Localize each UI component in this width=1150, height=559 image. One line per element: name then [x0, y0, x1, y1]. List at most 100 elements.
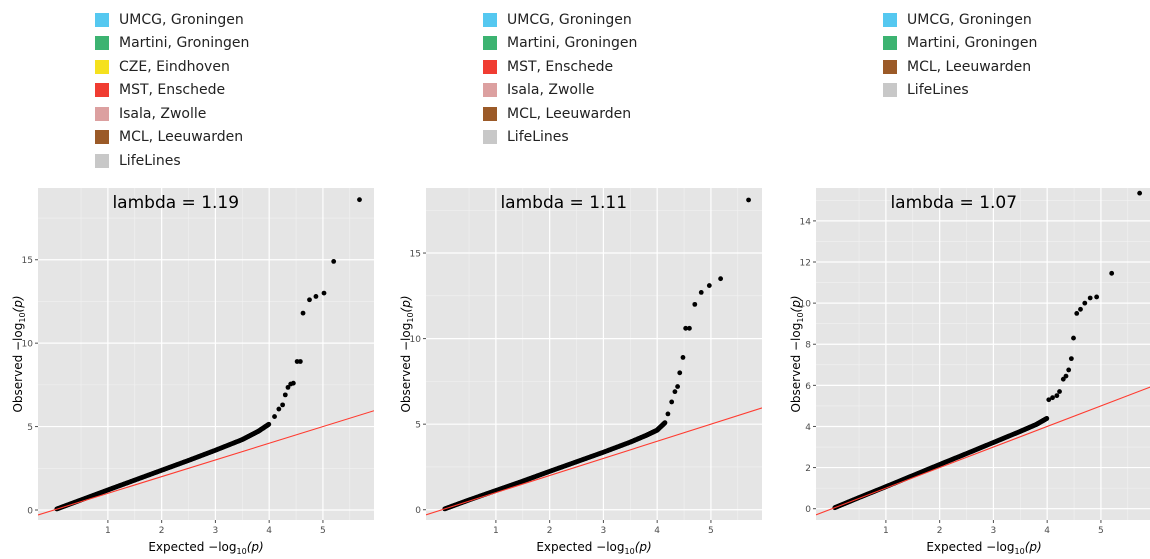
legend-swatch [95, 83, 109, 98]
x-axis-title: Expected −log10(p) [148, 540, 263, 556]
legend-label: Martini, Groningen [119, 35, 250, 52]
x-axis-title-p: (p) [635, 540, 652, 554]
x-tick-label: 2 [547, 526, 553, 536]
legend-swatch [883, 36, 897, 51]
data-point [1094, 294, 1100, 300]
y-axis-title-p: (p) [789, 295, 803, 312]
legend-label: LifeLines [507, 129, 569, 146]
data-point [683, 325, 689, 331]
legend-swatch [483, 36, 497, 51]
legend-label: Martini, Groningen [507, 35, 638, 52]
data-point [669, 399, 675, 405]
legend-label: Isala, Zwolle [507, 82, 595, 99]
data-point [692, 301, 698, 307]
x-axis-title-p: (p) [1025, 540, 1042, 554]
plot-background [426, 188, 762, 520]
x-axis-title-p: (p) [247, 540, 264, 554]
legend-label: UMCG, Groningen [119, 11, 244, 28]
data-point [1074, 310, 1080, 316]
legend-swatch [883, 59, 897, 74]
legend-item: Martini, Groningen [95, 32, 249, 56]
data-point [272, 414, 277, 419]
x-tick-label: 3 [991, 526, 997, 536]
y-tick-label: 10 [800, 300, 812, 310]
data-point [285, 384, 291, 390]
y-axis-title-word: Observed [399, 351, 413, 413]
data-point [1044, 416, 1050, 421]
data-point [662, 420, 668, 426]
legend-item: MCL, Leeuwarden [95, 126, 249, 150]
x-tick-label: 1 [493, 526, 499, 536]
y-tick-label: 5 [415, 421, 421, 431]
x-axis-title-word: Expected [148, 540, 208, 554]
y-tick-label: 15 [410, 250, 421, 260]
legend-item: Isala, Zwolle [483, 79, 637, 103]
legend-label: LifeLines [907, 82, 969, 99]
data-point [307, 297, 312, 303]
data-point [1137, 190, 1143, 196]
x-tick-label: 4 [266, 526, 272, 536]
legend-swatch [95, 153, 109, 168]
lambda-annotation: lambda = 1.07 [890, 193, 1017, 213]
legend-label: Martini, Groningen [907, 35, 1038, 52]
data-point [357, 197, 362, 203]
y-tick-label: 12 [800, 259, 811, 269]
legend-item: Martini, Groningen [483, 32, 637, 56]
legend-swatch [883, 12, 897, 27]
data-point [1078, 306, 1083, 312]
qq-panel-2: UMCG, Groningen Martini, Groningen MST, En… [388, 0, 771, 559]
y-axis-title-neglog: −log [399, 323, 413, 351]
legend-label: MCL, Leeuwarden [119, 129, 244, 146]
data-point [680, 355, 686, 360]
legend-item: UMCG, Groningen [483, 8, 637, 32]
legend-swatch [483, 106, 497, 121]
data-point [266, 421, 272, 427]
y-axis-title-sub: 10 [406, 312, 415, 322]
x-axis-title-sub: 10 [625, 547, 635, 556]
y-tick-label: 14 [800, 217, 812, 227]
legend-item: UMCG, Groningen [95, 8, 249, 32]
data-point [1050, 395, 1055, 401]
data-point [313, 294, 319, 299]
x-axis-title: Expected −log10(p) [536, 540, 651, 556]
legend-label: MST, Enschede [119, 82, 226, 99]
x-axis-title: Expected −log10(p) [926, 540, 1041, 556]
y-axis-title-word: Observed [789, 351, 803, 413]
data-point [321, 290, 327, 296]
legend-label: LifeLines [119, 152, 181, 169]
reference-line [38, 410, 374, 516]
x-tick-label: 1 [105, 526, 111, 536]
x-tick-label: 5 [320, 526, 326, 536]
y-tick-label: 0 [27, 506, 33, 516]
y-tick-label: 2 [805, 464, 811, 474]
legend-swatch [883, 83, 897, 98]
plot-area [426, 188, 762, 520]
plot-background [816, 188, 1150, 520]
data-point [706, 283, 712, 288]
x-axis-title-word: Expected [536, 540, 596, 554]
x-tick-label: 5 [708, 526, 714, 536]
legend-swatch [95, 12, 109, 27]
legend-label: Isala, Zwolle [119, 105, 207, 122]
y-axis-title-word: Observed [11, 351, 25, 413]
legend: UMCG, Groningen Martini, Groningen MCL, Le… [883, 8, 1037, 102]
x-axis-title-neglog: −log [986, 540, 1014, 554]
legend-item: MST, Enschede [483, 55, 637, 79]
legend-item: LifeLines [883, 79, 1037, 103]
legend-label: UMCG, Groningen [507, 11, 632, 28]
data-point [290, 380, 296, 386]
x-tick-label: 3 [213, 526, 219, 536]
data-point [1109, 270, 1115, 276]
data-point [280, 402, 286, 408]
data-point [297, 359, 303, 364]
y-axis-title: Observed −log10(p) [399, 295, 415, 412]
y-tick-label: 15 [22, 256, 33, 266]
legend-label: MCL, Leeuwarden [907, 58, 1032, 75]
legend: UMCG, Groningen Martini, Groningen MST, En… [483, 8, 637, 149]
data-point [698, 289, 704, 295]
legend: UMCG, Groningen Martini, Groningen CZE, Ei… [95, 8, 249, 173]
x-axis-title-neglog: −log [208, 540, 236, 554]
y-tick-label: 0 [805, 505, 811, 515]
